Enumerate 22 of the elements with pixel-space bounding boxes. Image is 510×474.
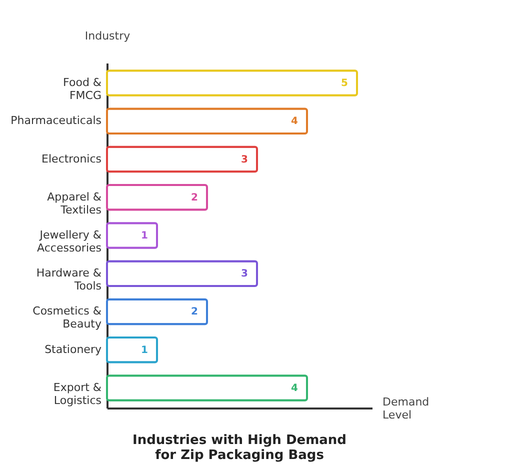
y-axis-title: Industry [84, 30, 131, 42]
data-label: 1 [141, 230, 148, 242]
data-label: 3 [241, 154, 248, 166]
data-label: 1 [141, 344, 148, 356]
y-tick-label: Stationery [44, 342, 102, 356]
y-tick-label: Cosmetics & Beauty [32, 304, 102, 331]
y-tick-label: Pharmaceuticals [10, 114, 102, 128]
y-tick-label: Electronics [42, 152, 102, 166]
text: for Zip Packaging Bags [155, 448, 324, 463]
data-label: 2 [191, 192, 198, 204]
data-label: 4 [291, 116, 298, 128]
y-tick-label: Jewellery & Accessories [37, 228, 102, 254]
y-tick-label: Apparel & Textiles [47, 190, 102, 216]
data-label: 5 [341, 78, 348, 90]
y-tick-label: Hardware & Tools [36, 266, 102, 293]
x-axis-title: Demand Level [382, 396, 430, 422]
y-tick-label: Food & FMCG [63, 76, 102, 102]
data-label: 3 [241, 268, 248, 280]
y-tick-label: Export & Logistics [53, 380, 102, 407]
text: Industries with High Demand [132, 433, 346, 448]
data-label: 2 [191, 306, 198, 318]
data-label: 4 [291, 382, 298, 394]
